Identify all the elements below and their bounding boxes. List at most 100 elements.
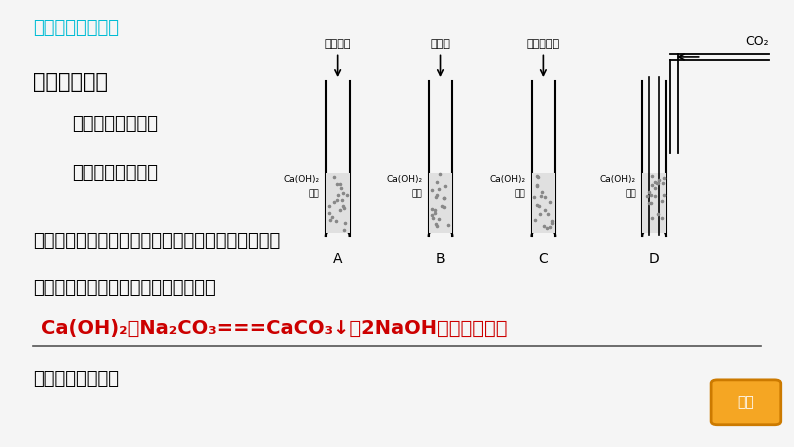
Point	[645, 200, 657, 207]
Text: Ca(OH)₂: Ca(OH)₂	[599, 175, 636, 184]
Point	[652, 180, 665, 187]
Point	[653, 177, 665, 184]
Point	[442, 222, 455, 229]
Text: 返回: 返回	[738, 395, 754, 409]
Point	[439, 183, 452, 190]
Text: Ca(OH)₂: Ca(OH)₂	[489, 175, 525, 184]
Text: 甲、乙两组同学共: 甲、乙两组同学共	[72, 115, 159, 133]
Point	[434, 171, 446, 178]
Point	[536, 189, 549, 196]
Point	[533, 202, 545, 210]
Text: 期末高频考点专训: 期末高频考点专训	[33, 19, 119, 37]
Point	[427, 214, 440, 221]
Point	[646, 215, 658, 222]
Text: 溶液: 溶液	[411, 190, 422, 198]
Point	[542, 211, 554, 218]
Point	[333, 180, 346, 187]
Text: 溶液: 溶液	[515, 190, 525, 198]
Point	[539, 194, 552, 201]
Point	[432, 215, 445, 222]
Point	[328, 198, 341, 206]
Point	[649, 178, 661, 186]
Text: 溶液: 溶液	[625, 190, 636, 198]
Text: C: C	[538, 253, 548, 266]
Point	[337, 205, 350, 212]
Point	[430, 178, 443, 185]
Point	[428, 207, 441, 214]
Text: 两个烧杯底部的白色沉淀为同一物质，请写出本实验: 两个烧杯底部的白色沉淀为同一物质，请写出本实验	[33, 232, 280, 250]
Point	[430, 193, 442, 200]
Point	[437, 203, 450, 211]
Point	[641, 193, 653, 200]
Point	[543, 224, 556, 231]
FancyBboxPatch shape	[711, 380, 781, 425]
Point	[652, 210, 665, 217]
Text: Ca(OH)₂＋Na₂CO₃===CaCO₃↓＋2NaOH（合理即可）: Ca(OH)₂＋Na₂CO₃===CaCO₃↓＋2NaOH（合理即可）	[41, 319, 507, 338]
Point	[534, 210, 546, 217]
Point	[323, 202, 336, 209]
Point	[643, 199, 656, 206]
Text: A: A	[333, 253, 342, 266]
Text: D: D	[649, 253, 660, 266]
Point	[341, 191, 353, 198]
Text: Ca(OH)₂: Ca(OH)₂	[386, 175, 422, 184]
Point	[327, 173, 340, 180]
Point	[426, 211, 439, 219]
Text: 同讨论后一致认为: 同讨论后一致认为	[72, 164, 159, 181]
Point	[335, 197, 348, 204]
Point	[657, 192, 670, 199]
Point	[531, 181, 544, 189]
Point	[646, 181, 658, 189]
Point	[326, 214, 338, 221]
Text: （写一个即可）。: （写一个即可）。	[33, 370, 119, 388]
Point	[530, 183, 543, 190]
Text: 稀盐酸: 稀盐酸	[430, 39, 450, 49]
Point	[433, 186, 445, 193]
Point	[428, 209, 441, 216]
Point	[332, 192, 345, 199]
Point	[530, 202, 543, 209]
Point	[644, 191, 657, 198]
Point	[545, 219, 558, 227]
Point	[534, 193, 547, 200]
Text: Ca(OH)₂: Ca(OH)₂	[283, 175, 319, 184]
Point	[531, 173, 544, 180]
Text: 溶液: 溶液	[309, 190, 319, 198]
Polygon shape	[429, 173, 453, 233]
Point	[337, 227, 350, 234]
Point	[649, 192, 661, 199]
Point	[438, 194, 451, 202]
Point	[657, 174, 670, 181]
Point	[430, 191, 443, 198]
Point	[655, 214, 668, 221]
Text: B: B	[436, 253, 445, 266]
Point	[337, 190, 349, 197]
Point	[330, 218, 342, 225]
Text: 【拓展延伸】: 【拓展延伸】	[33, 72, 108, 93]
Text: 过程中产生该白色沉淀的化学方程式：: 过程中产生该白色沉淀的化学方程式：	[33, 279, 216, 297]
Point	[333, 207, 346, 214]
Point	[335, 184, 348, 191]
Point	[657, 180, 669, 187]
Point	[651, 179, 664, 186]
Point	[546, 218, 559, 225]
Point	[544, 198, 557, 206]
Point	[337, 202, 349, 209]
Point	[538, 222, 550, 229]
Point	[437, 194, 450, 202]
Point	[330, 180, 343, 187]
Point	[541, 225, 553, 232]
Text: 酚酞溶液: 酚酞溶液	[325, 39, 351, 49]
Point	[339, 219, 352, 226]
Point	[330, 196, 343, 203]
Point	[426, 186, 438, 193]
Polygon shape	[531, 173, 555, 233]
Point	[324, 217, 337, 224]
Point	[531, 173, 544, 181]
Polygon shape	[326, 173, 349, 233]
Point	[322, 209, 335, 216]
Point	[539, 207, 552, 214]
Text: CO₂: CO₂	[746, 35, 769, 48]
Point	[649, 185, 661, 192]
Point	[528, 193, 541, 200]
